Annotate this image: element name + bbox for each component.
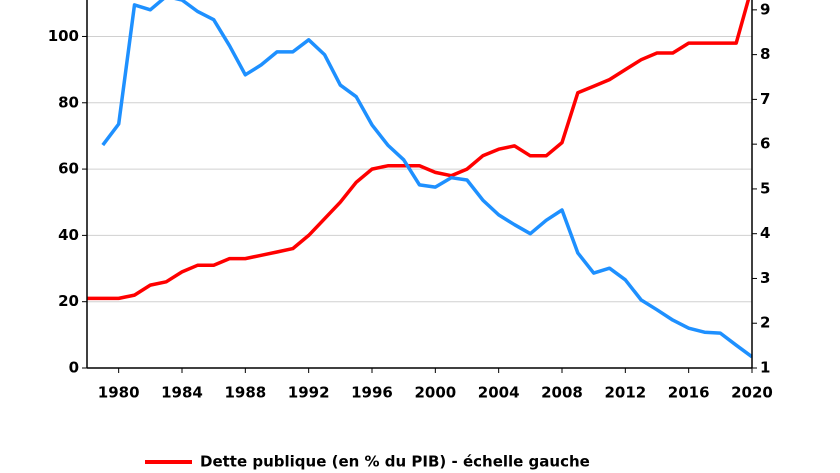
x-tick-label: 1980 [98,384,140,402]
y2-tick-label: 4 [760,224,770,242]
y-tick-label: 80 [58,93,79,111]
x-tick-label: 1984 [161,384,203,402]
y-tick-label: 0 [69,359,79,377]
x-tick-label: 2004 [478,384,520,402]
x-tick-label: 1988 [224,384,266,402]
y2-tick-label: 7 [760,90,770,108]
y-tick-label: 60 [58,160,79,178]
x-tick-label: 2016 [668,384,710,402]
y2-tick-label: 2 [760,314,770,332]
x-tick-label: 1992 [288,384,330,402]
x-tick-label: 2012 [604,384,646,402]
plot [87,0,752,359]
x-tick-label: 2000 [414,384,456,402]
y2-tick-label: 1 [760,359,770,377]
legend-label: Dette publique (en % du PIB) - échelle g… [200,453,590,471]
data-line [87,0,751,301]
y2-tick-label: 8 [760,45,770,63]
y-tick-label: 40 [58,226,79,244]
y-tick-label: 20 [58,292,79,310]
y2-tick-label: 3 [760,269,770,287]
y2-tick-label: 6 [760,135,770,153]
axes: 0 20 40 60 80 100 1 2 3 4 5 6 7 8 9 1980 1984 1988 1992 199… [48,0,773,402]
y2-tick-label: 9 [760,0,770,18]
data-line [101,0,752,359]
x-tick-label: 2008 [541,384,583,402]
y-tick-label: 100 [48,27,79,45]
x-tick-label: 2020 [731,384,773,402]
x-tick-label: 1996 [351,384,393,402]
y2-tick-label: 5 [760,179,770,197]
grid [87,35,752,369]
